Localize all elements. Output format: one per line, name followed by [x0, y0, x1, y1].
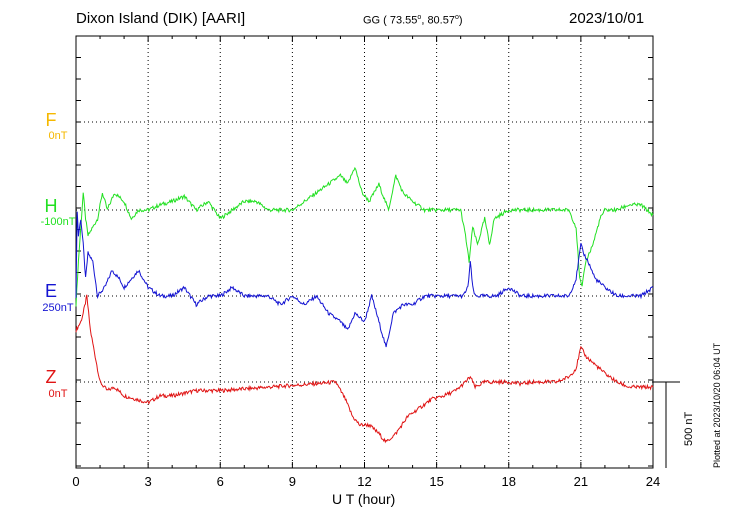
component-label-f: F [45, 110, 57, 130]
x-tick-label: 12 [357, 474, 371, 489]
component-label-h: H [44, 196, 58, 216]
component-base-z: 0nT [48, 388, 68, 400]
date-label: 2023/10/01 [569, 10, 645, 27]
x-tick-label: 3 [145, 474, 152, 489]
series-e-line [75, 211, 654, 348]
x-tick-label: 21 [574, 474, 588, 489]
component-base-e: 250nT [42, 302, 74, 314]
x-tick-label: 9 [289, 474, 296, 489]
series-z-line [75, 294, 654, 444]
component-label-e: E [44, 281, 57, 301]
x-axis-label: U T (hour) [332, 491, 396, 507]
plotted-timestamp: Plotted at 2023/10/20 06:04 UT [712, 342, 722, 468]
x-tick-label: 0 [72, 474, 79, 489]
x-tick-label: 15 [429, 474, 443, 489]
x-tick-label: 18 [502, 474, 516, 489]
x-tick-label: 6 [217, 474, 224, 489]
x-tick-label: 24 [646, 474, 660, 489]
component-base-f: 0nT [48, 130, 68, 142]
component-base-h: -100nT [40, 216, 76, 228]
station-title: Dixon Island (DIK) [AARI] [76, 10, 246, 27]
coordinates-label: GG ( 73.55o, 80.57o) [363, 14, 463, 27]
scale-bar-label: 500 nT [683, 411, 695, 446]
component-label-z: Z [45, 367, 57, 387]
series-h-line [75, 166, 654, 307]
